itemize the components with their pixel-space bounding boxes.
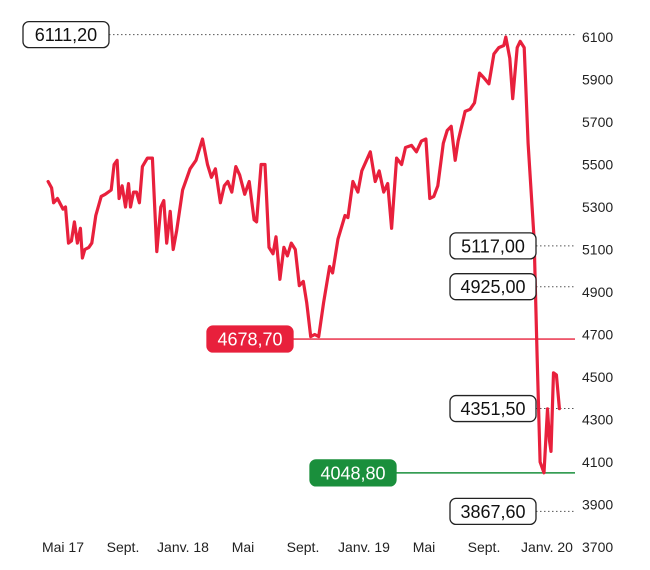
annotation-box <box>22 20 110 49</box>
x-tick-label: Janv. 20 <box>521 539 573 555</box>
annotation-value: 3867,60 <box>460 502 525 522</box>
x-tick-label: Mai <box>232 539 255 555</box>
annotation-value: 4351,50 <box>460 399 525 419</box>
annotation-value: 4925,00 <box>460 277 525 297</box>
y-tick-label: 5700 <box>582 114 613 130</box>
annotation-label: 3867,60 <box>449 497 537 526</box>
y-tick-label: 3700 <box>582 539 613 555</box>
annotation-label: 4925,00 <box>449 273 537 301</box>
y-tick-label: 5900 <box>582 72 613 88</box>
x-tick-label: Mai <box>413 539 436 555</box>
annotation-label: 4048,80 <box>309 459 397 487</box>
annotation-value: 5117,00 <box>461 236 525 256</box>
y-tick-label: 4300 <box>582 412 613 428</box>
y-axis-ticks: 6100 5900 5700 5500 5300 5100 4900 4700 4500 4300… <box>582 29 613 555</box>
series-line <box>46 35 561 475</box>
annotation-box <box>449 232 537 260</box>
y-tick-label: 3900 <box>582 497 613 513</box>
x-tick-label: Janv. 18 <box>157 539 209 555</box>
x-tick-label: Mai 17 <box>42 539 84 555</box>
x-tick-label: Janv. 19 <box>338 539 390 555</box>
y-tick-label: 4700 <box>582 327 613 343</box>
annotation-value: 4048,80 <box>320 463 385 483</box>
x-tick-label: Sept. <box>468 539 501 555</box>
y-tick-label: 5500 <box>582 157 613 173</box>
annotation-label: 4678,70 <box>206 325 294 353</box>
y-tick-label: 6100 <box>582 29 613 45</box>
y-tick-label: 4500 <box>582 369 613 385</box>
x-tick-label: Sept. <box>107 539 140 555</box>
y-tick-label: 5300 <box>582 199 613 215</box>
annotation-box <box>309 459 397 487</box>
annotation-value: 6111,20 <box>35 25 97 45</box>
annotation-box <box>449 497 537 526</box>
annotation-box <box>449 394 537 423</box>
annotation-label: 6111,20 <box>22 20 110 49</box>
annotation-labels: 6111,20 5117,00 4925,00 4678,70 4351,50 4048,… <box>22 20 537 526</box>
annotation-box <box>449 273 537 301</box>
annotation-lines <box>109 34 575 512</box>
y-tick-label: 4900 <box>582 284 613 300</box>
series-group <box>46 35 561 475</box>
x-tick-label: Sept. <box>287 539 320 555</box>
y-tick-label: 4100 <box>582 454 613 470</box>
annotation-label: 4351,50 <box>449 394 537 423</box>
annotation-box <box>206 325 294 353</box>
y-tick-label: 5100 <box>582 242 613 258</box>
annotation-label: 5117,00 <box>449 232 537 260</box>
x-axis-ticks: Mai 17 Sept. Janv. 18 Mai Sept. Janv. 19 Mai Se… <box>42 539 573 555</box>
annotation-value: 4678,70 <box>217 330 282 350</box>
